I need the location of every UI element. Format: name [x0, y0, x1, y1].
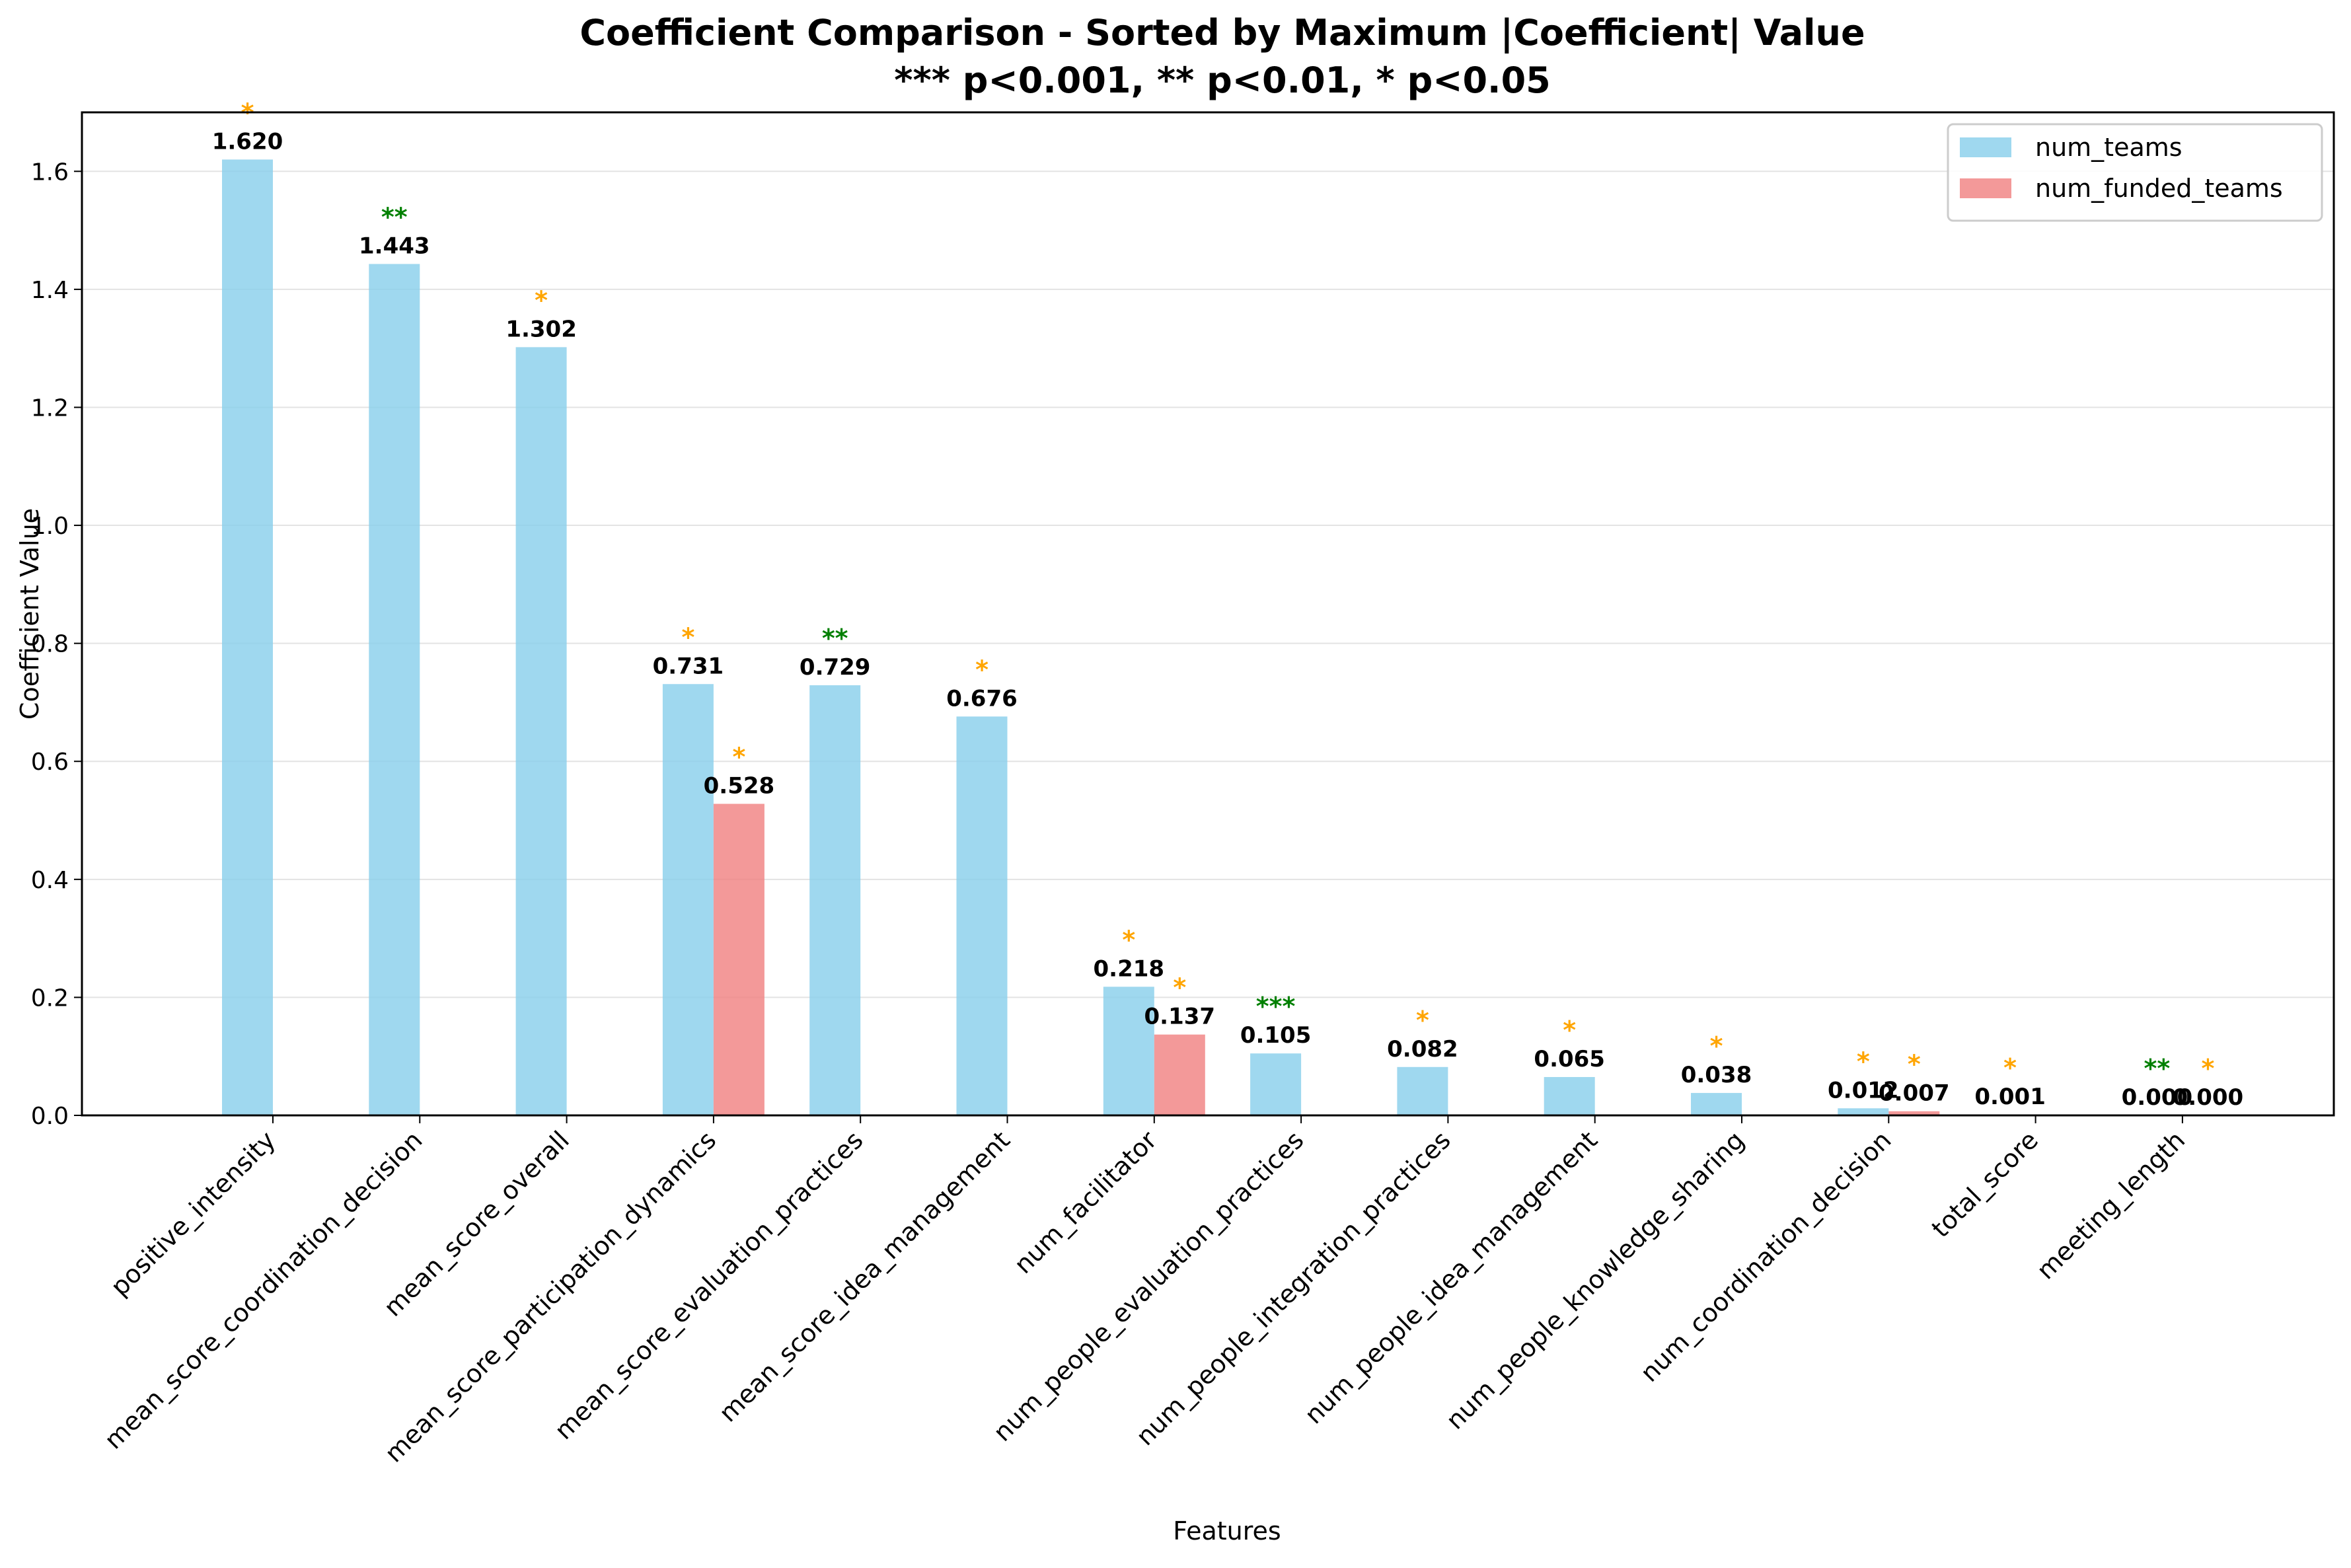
legend: num_teams num_funded_teams [1947, 123, 2323, 222]
plot-frame [81, 111, 2335, 1117]
data-label-num-funded-teams-num-facilitator: 0.137 [1144, 1004, 1216, 1030]
data-label-num-teams-num-people-integration-practices: 0.082 [1387, 1036, 1458, 1063]
y-tick-label: 0.6 [31, 749, 69, 776]
significance-marker-num-teams-num-coordination-decision: * [1857, 1047, 1870, 1076]
data-label-num-funded-teams-meeting-length: 0.000 [2173, 1084, 2244, 1111]
y-tick-label: 0.8 [31, 631, 69, 658]
legend-label-num-teams: num_teams [2035, 133, 2183, 162]
y-tick-label: 1.0 [31, 513, 69, 540]
bar-num-teams-num-people-knowledge-sharing [1691, 1093, 1742, 1115]
x-tick-label-positive-intensity: positive_intensity [105, 1125, 281, 1301]
x-tick-label-mean-score-coordination-decision: mean_score_coordination_decision [98, 1125, 428, 1454]
bar-num-teams-mean-score-idea-management [956, 716, 1008, 1115]
x-tick-label-mean-score-participation-dynamics: mean_score_participation_dynamics [379, 1125, 722, 1468]
significance-marker-num-teams-num-facilitator: * [1122, 925, 1135, 954]
bar-num-teams-mean-score-evaluation-practices [809, 685, 861, 1115]
bar-num-funded-teams-mean-score-participation-dynamics [713, 803, 765, 1115]
legend-label-num-funded-teams: num_funded_teams [2035, 174, 2283, 203]
data-label-num-teams-positive-intensity: 1.620 [212, 128, 283, 155]
significance-marker-num-funded-teams-num-coordination-decision: * [1908, 1050, 1921, 1079]
bar-num-teams-num-people-evaluation-practices [1250, 1053, 1302, 1115]
x-tick-label-num-people-idea-management: num_people_idea_management [1299, 1125, 1603, 1429]
data-label-num-teams-num-people-knowledge-sharing: 0.038 [1681, 1062, 1752, 1088]
x-tick-label-num-people-integration-practices: num_people_integration_practices [1131, 1125, 1456, 1451]
data-label-num-teams-mean-score-overall: 1.302 [505, 316, 577, 342]
significance-marker-num-funded-teams-meeting-length: * [2201, 1054, 2214, 1083]
bar-num-teams-num-facilitator [1103, 987, 1154, 1115]
y-tick-label: 1.4 [31, 277, 69, 304]
x-tick-label-mean-score-idea-management: mean_score_idea_management [714, 1125, 1016, 1427]
x-tick-label-total-score: total_score [1926, 1125, 2044, 1243]
significance-marker-num-teams-mean-score-evaluation-practices: ** [822, 624, 848, 653]
x-tick-label-mean-score-evaluation-practices: mean_score_evaluation_practices [549, 1125, 869, 1445]
y-tick-label: 0.4 [31, 867, 69, 894]
significance-marker-num-teams-num-people-idea-management: * [1563, 1016, 1576, 1045]
data-label-num-teams-num-people-evaluation-practices: 0.105 [1240, 1022, 1312, 1049]
data-label-num-funded-teams-num-coordination-decision: 0.007 [1879, 1080, 1950, 1107]
significance-marker-num-teams-num-people-integration-practices: * [1416, 1006, 1429, 1035]
bar-num-teams-mean-score-overall [515, 347, 567, 1115]
grid-layer [82, 170, 2334, 1116]
y-axis-label: Coefficient Value [15, 508, 44, 720]
significance-marker-num-teams-total-score: * [2003, 1053, 2017, 1082]
bar-num-teams-positive-intensity [222, 159, 273, 1115]
data-label-num-teams-num-facilitator: 0.218 [1094, 955, 1165, 982]
data-label-num-teams-total-score: 0.001 [1974, 1084, 2046, 1110]
chart-title: Coefficient Comparison - Sorted by Maxim… [579, 12, 1865, 54]
x-tick-label-num-coordination-decision: num_coordination_decision [1635, 1125, 1897, 1388]
y-tick-label: 0.0 [31, 1103, 69, 1130]
x-tick-label-num-people-evaluation-practices: num_people_evaluation_practices [988, 1125, 1310, 1447]
data-label-num-teams-mean-score-evaluation-practices: 0.729 [800, 654, 871, 681]
data-label-num-teams-num-coordination-decision: 0.012 [1828, 1077, 1899, 1103]
y-tick-label: 1.6 [31, 159, 69, 186]
significance-marker-num-teams-meeting-length: ** [2144, 1054, 2171, 1083]
significance-marker-num-teams-mean-score-idea-management: * [975, 655, 989, 684]
labels-layer: 1.620*1.443**1.302*0.731*0.729**0.676*0.… [212, 98, 2243, 1111]
data-label-num-teams-mean-score-coordination-decision: 1.443 [359, 233, 430, 259]
legend-swatch-num-funded-teams [1960, 178, 2011, 198]
bars-layer [222, 159, 2036, 1116]
data-label-num-teams-mean-score-participation-dynamics: 0.731 [653, 653, 724, 679]
x-axis-label: Features [1173, 1516, 1281, 1546]
significance-marker-num-teams-mean-score-participation-dynamics: * [681, 622, 694, 652]
significance-marker-num-teams-num-people-evaluation-practices: *** [1256, 992, 1296, 1021]
data-label-num-teams-mean-score-idea-management: 0.676 [946, 685, 1018, 712]
y-tick-label: 0.2 [31, 985, 69, 1012]
significance-marker-num-teams-mean-score-overall: * [535, 285, 548, 315]
bar-num-teams-num-people-integration-practices [1397, 1066, 1448, 1115]
bar-num-funded-teams-num-facilitator [1154, 1034, 1205, 1115]
significance-marker-num-teams-num-people-knowledge-sharing: * [1710, 1031, 1723, 1061]
bar-num-teams-mean-score-participation-dynamics [662, 684, 714, 1115]
bar-num-teams-num-coordination-decision [1838, 1108, 1889, 1115]
x-tick-label-meeting-length: meeting_length [2031, 1125, 2191, 1285]
significance-marker-num-funded-teams-num-facilitator: * [1173, 973, 1186, 1002]
significance-marker-num-funded-teams-mean-score-participation-dynamics: * [732, 743, 745, 772]
legend-swatch-num-teams [1960, 137, 2011, 157]
y-tick-label: 1.2 [31, 394, 69, 422]
data-label-num-teams-meeting-length: 0.000 [2122, 1084, 2193, 1111]
chart-subtitle: *** p<0.001, ** p<0.01, * p<0.05 [894, 59, 1550, 101]
x-tick-label-num-facilitator: num_facilitator [1008, 1125, 1162, 1279]
legend-box [1947, 123, 2323, 222]
data-label-num-funded-teams-mean-score-participation-dynamics: 0.528 [704, 773, 775, 800]
data-label-num-teams-num-people-idea-management: 0.065 [1534, 1046, 1605, 1072]
bar-num-teams-num-people-idea-management [1544, 1076, 1595, 1115]
significance-marker-num-teams-mean-score-coordination-decision: ** [381, 202, 408, 231]
bar-num-funded-teams-num-coordination-decision [1888, 1111, 1940, 1115]
bar-num-teams-mean-score-coordination-decision [369, 264, 420, 1116]
x-tick-label-num-people-knowledge-sharing: num_people_knowledge_sharing [1440, 1125, 1750, 1435]
axes-layer: 0.0 0.2 0.4 0.6 0.8 1.0 1.2 1.4 1.6 positive_inte… [31, 159, 2191, 1468]
